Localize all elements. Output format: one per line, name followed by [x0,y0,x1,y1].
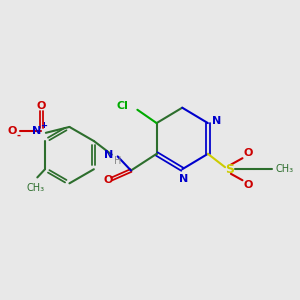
Text: N: N [212,116,222,126]
Text: S: S [225,163,234,176]
Text: CH₃: CH₃ [276,164,294,174]
Text: O: O [244,180,253,190]
Text: O: O [8,126,17,136]
Text: O: O [103,175,112,185]
Text: +: + [40,121,47,130]
Text: -: - [17,131,21,141]
Text: O: O [37,101,46,111]
Text: CH₃: CH₃ [27,183,45,193]
Text: O: O [244,148,253,158]
Text: H: H [114,156,121,166]
Text: Cl: Cl [116,101,128,111]
Text: N: N [32,126,41,136]
Text: N: N [179,174,188,184]
Text: N: N [104,150,113,160]
